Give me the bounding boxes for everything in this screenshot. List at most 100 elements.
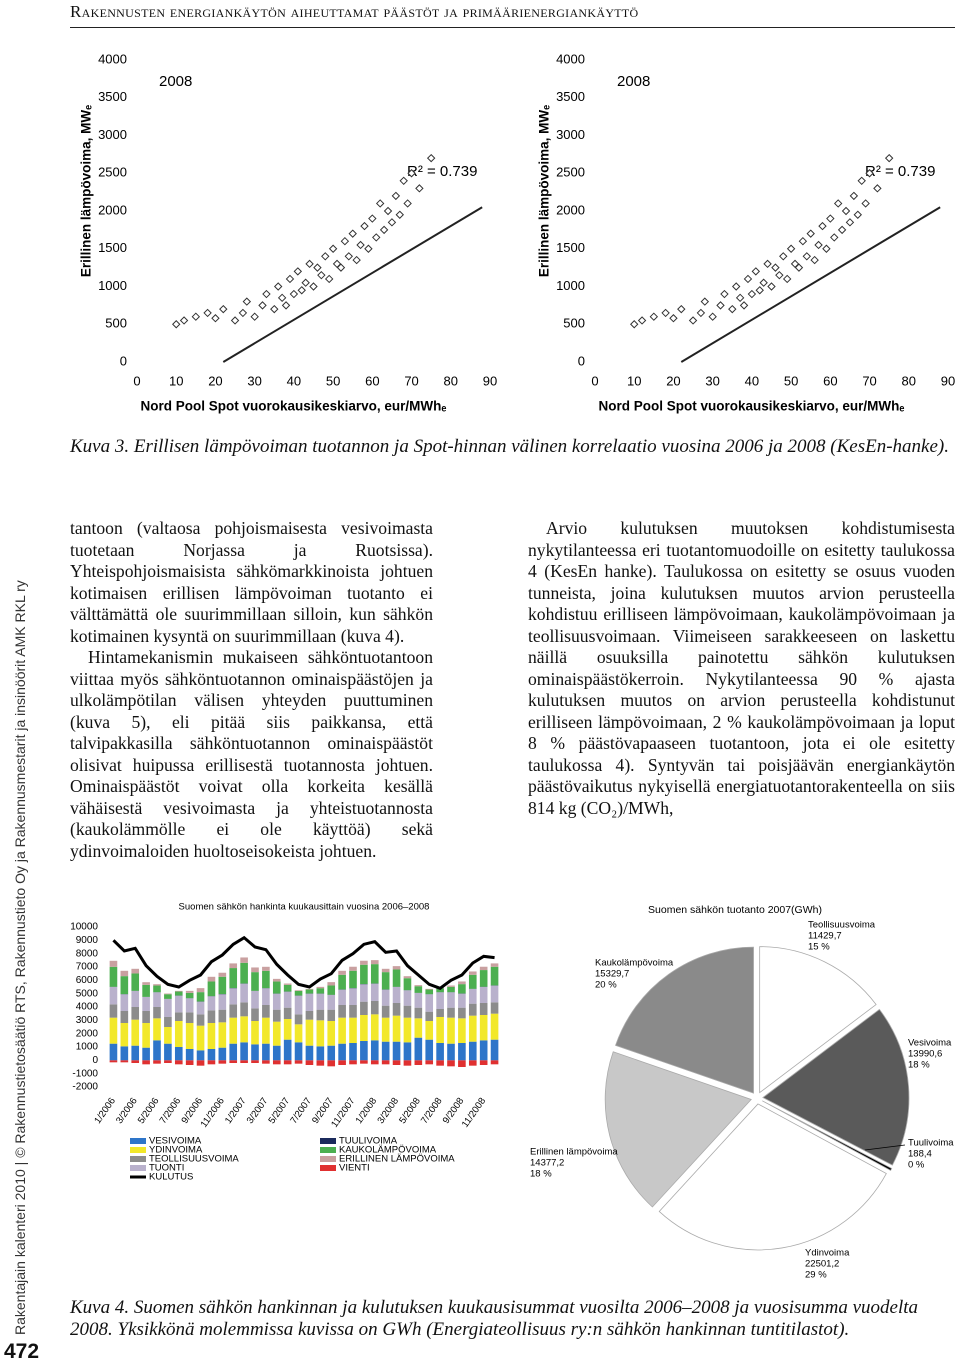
bar-segment: [131, 1019, 140, 1046]
bar-segment: [479, 1015, 488, 1041]
y-tick-label: 0: [92, 1055, 98, 1066]
bar-segment: [392, 1060, 401, 1065]
bar-segment: [131, 991, 140, 1007]
bar-segment: [142, 997, 150, 1011]
slice-percent: 18 %: [908, 1060, 930, 1071]
bar-segment: [196, 1014, 205, 1026]
data-point: [649, 312, 659, 321]
bar-segment: [120, 970, 129, 977]
bar-segment: [174, 990, 183, 992]
x-tick-label: 80: [444, 373, 458, 388]
data-point: [391, 191, 401, 201]
bar-segment: [468, 974, 477, 989]
data-point: [739, 301, 749, 310]
bar-segment: [468, 1003, 477, 1016]
slice-value: 11429,7: [808, 931, 842, 942]
legend-label: VESIVOIMA: [149, 1136, 202, 1147]
data-point: [313, 263, 322, 272]
data-point: [798, 236, 808, 246]
slice-label: Tuulivoima: [908, 1138, 954, 1149]
bar-segment: [174, 1047, 183, 1061]
y-tick-label: 2500: [98, 165, 127, 180]
bar-segment: [283, 983, 292, 985]
bar-segment: [207, 976, 216, 982]
y-tick-label: 2500: [556, 165, 585, 180]
bar-segment: [327, 1009, 336, 1021]
bar-segment: [403, 1005, 412, 1018]
bar-segment: [479, 966, 488, 971]
x-tick-label: 5/2008: [397, 1096, 423, 1126]
bar-segment: [370, 1040, 379, 1061]
bar-segment: [490, 966, 499, 986]
bar-segment: [240, 1042, 248, 1061]
y-tick-label: 1000: [98, 278, 127, 293]
slice-percent: 18 %: [530, 1169, 552, 1180]
legend-label: KAUKOLÄMPÖVOIMA: [339, 1145, 437, 1156]
bar-segment: [479, 1040, 488, 1061]
legend-label: KULUTUS: [149, 1172, 193, 1183]
figure-caption: Kuva 4. Suomen sähkön hankinnan ja kulut…: [70, 1297, 919, 1340]
slice-percent: 0 %: [908, 1160, 925, 1171]
bar-segment: [479, 970, 488, 987]
data-point: [775, 270, 784, 280]
data-point: [637, 316, 647, 325]
data-point: [731, 282, 741, 291]
figure-caption: Kuva 3. Erillisen lämpövoiman tuotannon …: [70, 436, 950, 457]
bar-segment: [458, 1043, 466, 1061]
leader-line: [864, 1144, 906, 1151]
bar-segment: [403, 978, 412, 991]
data-point: [230, 316, 240, 325]
bar-segment: [229, 1004, 238, 1018]
bar-segment: [403, 1042, 412, 1061]
x-tick-label: 0: [591, 373, 598, 388]
data-point: [340, 236, 350, 246]
bar-segment: [251, 1060, 259, 1063]
bar-segment: [381, 1017, 390, 1042]
data-point: [630, 320, 639, 329]
legend-swatch: [320, 1165, 336, 1171]
legend-swatch: [130, 1138, 146, 1144]
y-tick-label: -1000: [72, 1068, 98, 1079]
bar-segment: [447, 1060, 455, 1067]
x-tick-label: 1/2007: [223, 1096, 249, 1126]
bar-segment: [490, 963, 499, 967]
x-tick-label: 7/2007: [288, 1096, 314, 1126]
bar-segment: [185, 1023, 194, 1049]
bar-segment: [174, 1021, 183, 1047]
x-tick-label: 50: [326, 373, 340, 388]
data-point: [250, 312, 259, 321]
data-point: [281, 301, 291, 310]
bar-segment: [251, 967, 259, 973]
bar-segment: [109, 987, 118, 1005]
chart-title: Suomen sähkön hankinta kuukausittain vuo…: [179, 902, 430, 913]
bar-segment: [370, 983, 379, 1001]
bar-segment: [120, 1011, 129, 1023]
bar-segment: [338, 1005, 346, 1018]
bar-segment: [403, 976, 412, 979]
bar-segment: [283, 984, 292, 992]
bar-segment: [164, 994, 172, 999]
data-point: [172, 320, 181, 329]
bar-segment: [327, 1060, 336, 1067]
data-point: [203, 308, 212, 318]
data-point: [317, 270, 326, 280]
data-point: [884, 153, 894, 163]
bar-segment: [414, 1037, 423, 1061]
x-tick-label: 70: [862, 373, 876, 388]
bar-segment: [218, 994, 227, 1010]
data-point: [305, 259, 314, 269]
bar-segment: [490, 1013, 499, 1040]
bar-segment: [403, 990, 412, 1006]
data-point: [728, 304, 737, 314]
bar-segment: [316, 988, 325, 994]
bar-segment: [120, 976, 129, 995]
bar-segment: [370, 964, 379, 984]
bar-segment: [218, 1022, 227, 1048]
data-point: [360, 221, 369, 231]
bar-segment: [218, 1060, 227, 1064]
x-tick-label: 5/2006: [136, 1096, 162, 1126]
y-tick-label: 6000: [76, 975, 99, 986]
bar-segment: [305, 1060, 314, 1065]
bar-segment: [436, 988, 444, 993]
